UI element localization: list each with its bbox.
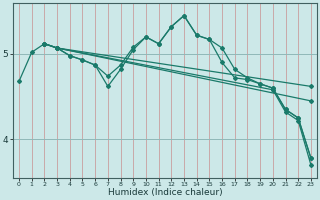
X-axis label: Humidex (Indice chaleur): Humidex (Indice chaleur)	[108, 188, 222, 197]
